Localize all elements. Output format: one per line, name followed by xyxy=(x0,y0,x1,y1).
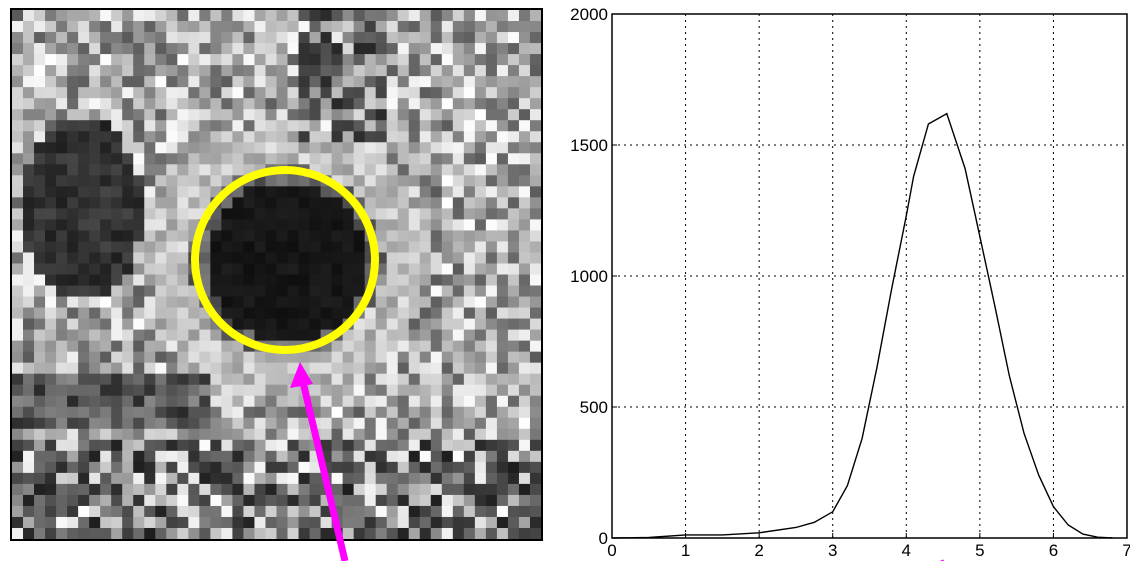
axes xyxy=(611,13,1128,539)
mri-image-panel xyxy=(10,8,543,541)
x-tick-label: 1 xyxy=(681,541,690,560)
y-tick-label: 500 xyxy=(580,398,608,417)
series-layer xyxy=(611,112,1113,539)
x-tick-label: 3 xyxy=(828,541,837,560)
x-tick-label: 0 xyxy=(607,541,616,560)
x-tick-label: 2 xyxy=(754,541,763,560)
x-tick-label: 6 xyxy=(1049,541,1058,560)
y-tick-label: 0 xyxy=(599,529,608,548)
x-tick-label: 7 xyxy=(1122,541,1130,560)
x-tick-label: 4 xyxy=(902,541,911,560)
y-tick-label: 1000 xyxy=(570,267,608,286)
series-line xyxy=(611,112,1113,539)
x-tick-label: 5 xyxy=(975,541,984,560)
y-tick-label: 2000 xyxy=(570,5,608,24)
tick-labels: 0 1 2 3 4 5 6 7 0 500 1000 1500 2000 xyxy=(570,5,1130,560)
grid-lines xyxy=(612,14,1127,538)
mri-image xyxy=(12,10,541,539)
histogram-chart: 0 1 2 3 4 5 6 7 0 500 1000 1500 2000 xyxy=(570,5,1130,560)
y-tick-label: 1500 xyxy=(570,136,608,155)
plot-frame xyxy=(611,13,1128,539)
